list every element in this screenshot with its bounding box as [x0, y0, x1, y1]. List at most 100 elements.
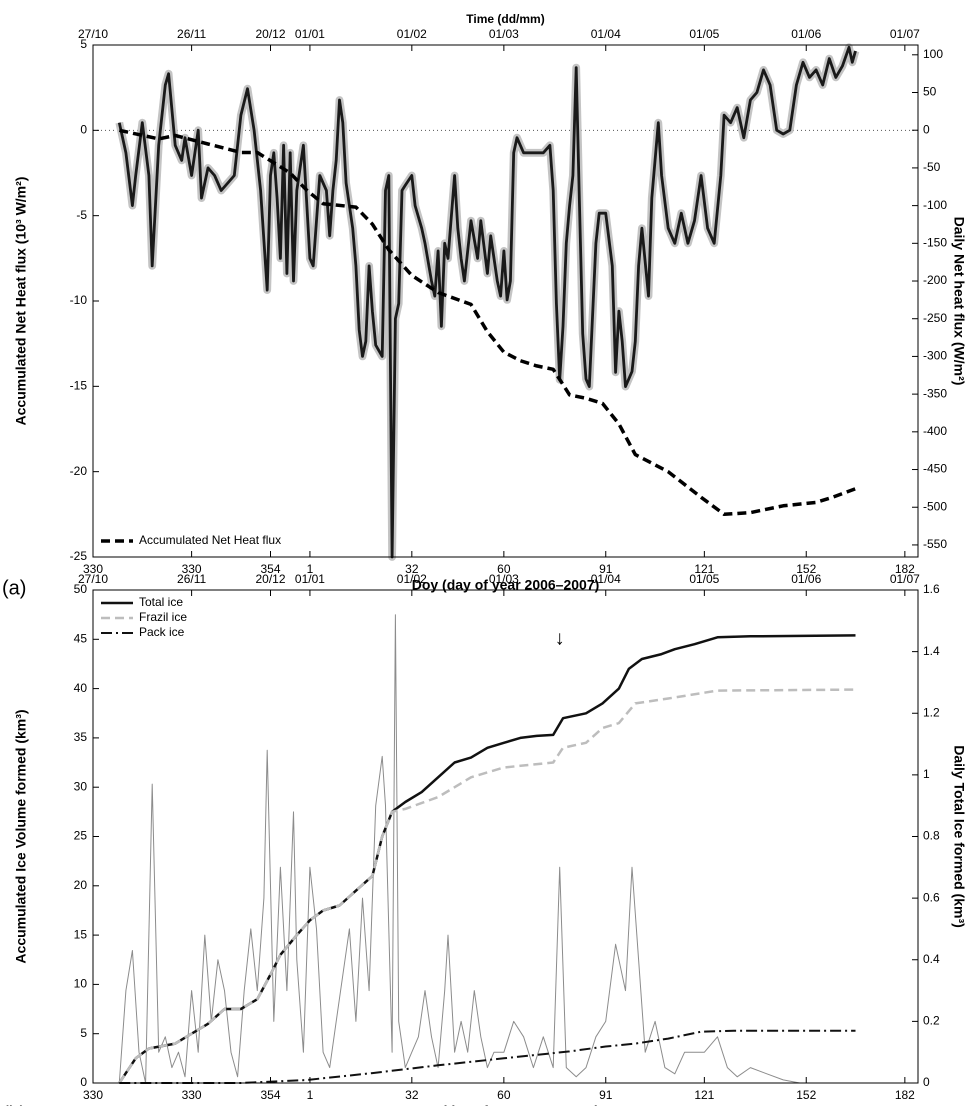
y-tick-label: 50 [74, 582, 88, 596]
y2-tick-label: -400 [923, 424, 947, 438]
x2-tick-label: 20/12 [255, 27, 285, 41]
y-tick-label: -10 [70, 293, 88, 307]
x2-tick-label: 20/12 [255, 572, 285, 586]
x2-tick-label: 01/06 [791, 27, 821, 41]
y-tick-label: 0 [80, 123, 87, 137]
x-axis-label: Doy (day of year 2006–2007) [412, 577, 600, 593]
x2-tick-label: 01/03 [489, 572, 519, 586]
panel-label: (a) [2, 577, 26, 599]
x2-tick-label: 27/10 [78, 572, 108, 586]
plot-frame [92, 589, 919, 1084]
x2-tick-label: 01/06 [791, 572, 821, 586]
x-tick-label: 60 [497, 562, 511, 576]
y2-tick-label: 0.2 [923, 1014, 940, 1028]
y-tick-label: -5 [76, 208, 87, 222]
y2-tick-label: -350 [923, 386, 947, 400]
y-tick-label: 30 [74, 779, 88, 793]
y2-tick-label: -250 [923, 311, 947, 325]
y2-tick-label: 0 [923, 122, 930, 136]
y2-tick-label: 0.6 [923, 890, 940, 904]
x2-tick-label: 01/01 [295, 572, 325, 586]
y2-tick-label: 1 [923, 767, 930, 781]
x-tick-label: 182 [895, 1088, 915, 1102]
y2-tick-label: 0.4 [923, 952, 940, 966]
y-tick-label: 5 [80, 37, 87, 51]
y2-tick-label: -150 [923, 235, 947, 249]
x2-tick-label: 01/02 [397, 572, 427, 586]
y-tick-label: 20 [74, 878, 88, 892]
panel-label: (b) [2, 1103, 26, 1106]
x2-tick-label: 01/04 [591, 572, 621, 586]
y-axis-label: Accumulated Ice Volume formed (km³) [13, 709, 29, 963]
y2-tick-label: 100 [923, 47, 943, 61]
y2-axis-label: Daily Total Ice formed (km³) [951, 745, 967, 928]
x-tick-label: 91 [599, 562, 613, 576]
y2-tick-label: 1.2 [923, 705, 940, 719]
series-line [119, 1029, 856, 1084]
x2-tick-label: 27/10 [78, 27, 108, 41]
x-tick-label: 121 [694, 562, 714, 576]
legend-label: Frazil ice [139, 610, 187, 624]
y-tick-label: 40 [74, 681, 88, 695]
x-tick-label: 121 [694, 1088, 714, 1102]
x-tick-label: 1 [307, 562, 314, 576]
y-tick-label: 10 [74, 977, 88, 991]
x-tick-label: 32 [405, 1088, 419, 1102]
y2-tick-label: -500 [923, 499, 947, 513]
x2-tick-label: 01/03 [489, 27, 519, 41]
x-tick-label: 330 [182, 562, 202, 576]
x-tick-label: 354 [260, 562, 280, 576]
y-tick-label: 0 [80, 1075, 87, 1089]
y-tick-label: 15 [74, 927, 88, 941]
x-tick-label: 152 [796, 1088, 816, 1102]
x-tick-label: 1 [307, 1088, 314, 1102]
x2-tick-label: 01/04 [591, 27, 621, 41]
y2-tick-label: 0 [923, 1075, 930, 1089]
x2-tick-label: 01/07 [890, 572, 920, 586]
y2-tick-label: 0.8 [923, 829, 940, 843]
x2-tick-label: 01/01 [295, 27, 325, 41]
y-tick-label: 35 [74, 730, 88, 744]
y-tick-label: -25 [70, 549, 88, 563]
y-tick-label: -15 [70, 379, 88, 393]
y2-tick-label: -550 [923, 537, 947, 551]
series-line [118, 614, 800, 1084]
series-line [117, 45, 857, 559]
y-axis-label: Accumulated Net Heat flux (10³ W/m²) [13, 177, 29, 426]
x2-tick-label: 01/05 [689, 27, 719, 41]
y2-tick-label: -50 [923, 160, 941, 174]
x-tick-label: 91 [599, 1088, 613, 1102]
legend-label: Total ice [139, 595, 183, 609]
y2-tick-label: -450 [923, 462, 947, 476]
y2-tick-label: 1.6 [923, 582, 940, 596]
y2-tick-label: 1.4 [923, 644, 940, 658]
x2-tick-label: 01/02 [397, 27, 427, 41]
annotation: ↓ [555, 628, 565, 650]
x-tick-label: 32 [405, 562, 419, 576]
x-tick-label: 60 [497, 1088, 511, 1102]
x-tick-label: 330 [182, 1088, 202, 1102]
x2-tick-label: 01/07 [890, 27, 920, 41]
x-tick-label: 152 [796, 562, 816, 576]
x-tick-label: 354 [260, 1088, 280, 1102]
y-tick-label: -20 [70, 464, 88, 478]
y2-tick-label: -100 [923, 198, 947, 212]
y2-tick-label: 50 [923, 85, 937, 99]
y2-tick-label: -200 [923, 273, 947, 287]
y-tick-label: 5 [80, 1026, 87, 1040]
x2-tick-label: 26/11 [177, 572, 206, 586]
x-axis-label: Doy (day of year 2006–2007) [412, 1103, 600, 1106]
series-line [118, 688, 856, 1084]
chart-title: Time (dd/mm) [466, 12, 544, 26]
series-line [118, 128, 857, 517]
x-tick-label: 182 [895, 562, 915, 576]
x-tick-label: 330 [83, 562, 103, 576]
series-line [118, 634, 856, 1084]
legend-label: Pack ice [139, 625, 185, 639]
y2-axis-label: Daily Net heat flux (W/m²) [951, 217, 967, 386]
x2-tick-label: 26/11 [177, 27, 206, 41]
y-tick-label: 45 [74, 631, 88, 645]
y-tick-label: 25 [74, 829, 88, 843]
